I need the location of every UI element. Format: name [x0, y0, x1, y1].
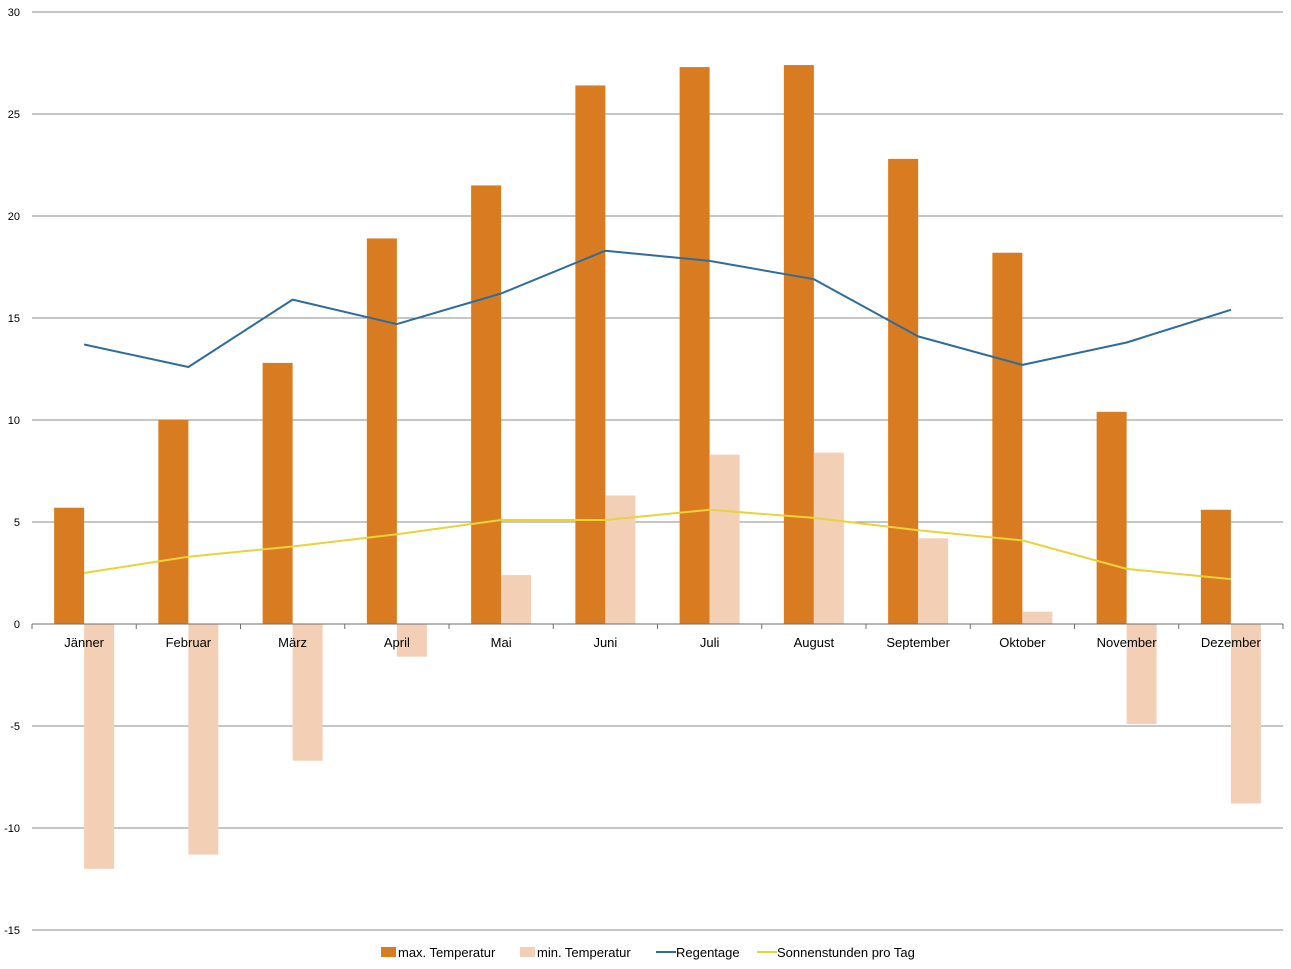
max-temp-bar: [783, 65, 814, 625]
y-tick-label: -5: [10, 721, 20, 733]
x-tick-label: September: [886, 635, 950, 650]
legend-label: Regentage: [676, 945, 740, 960]
y-tick-label: 20: [8, 211, 20, 223]
max-temp-bar: [471, 185, 502, 624]
min-temp-bar: [1022, 611, 1053, 624]
legend-label: max. Temperatur: [398, 945, 496, 960]
max-temp-bar: [575, 85, 606, 624]
x-axis-category-labels: Jänner Februar März April Mai Juni Juli August S…: [64, 635, 1261, 650]
x-tick-label: Dezember: [1201, 635, 1262, 650]
y-tick-label: -10: [4, 823, 20, 835]
x-tick-label: August: [794, 635, 835, 650]
regentage-line: [83, 249, 1232, 368]
min-temp-bar: [813, 452, 844, 624]
min-temp-bar: [501, 575, 532, 624]
legend: max. Temperatur min. Temperatur Regentage S…: [381, 945, 915, 960]
y-tick-label: -15: [4, 925, 20, 937]
min-temp-bar: [918, 538, 949, 624]
legend-label: Sonnenstunden pro Tag: [777, 945, 915, 960]
gridlines: [32, 11, 1283, 931]
legend-swatch: [381, 947, 396, 957]
y-tick-label: 0: [14, 619, 20, 631]
y-axis-tick-labels: -15 -10 -5 0 5 10 15 20 25 30: [4, 7, 20, 937]
max-temp-bar: [54, 507, 85, 624]
min-temp-bar: [1126, 624, 1157, 724]
max-temp-bar: [992, 252, 1023, 624]
y-tick-label: 15: [8, 313, 20, 325]
bar-series: [54, 65, 1261, 869]
max-temp-bar: [679, 67, 710, 624]
x-tick-label: Juli: [700, 635, 720, 650]
min-temp-bar: [709, 454, 740, 624]
max-temp-bar: [1200, 509, 1231, 624]
legend-swatch: [520, 947, 535, 957]
max-temp-bar: [158, 420, 189, 624]
y-tick-label: 30: [8, 7, 20, 19]
min-temp-bar: [396, 624, 427, 657]
x-tick-label: März: [278, 635, 307, 650]
x-tick-label: Oktober: [999, 635, 1046, 650]
x-axis: [31, 623, 1284, 629]
min-temp-bar: [1230, 624, 1261, 804]
max-temp-bar: [1096, 411, 1127, 624]
legend-label: min. Temperatur: [537, 945, 631, 960]
sonnenstunden-line: [83, 508, 1231, 581]
max-temp-bar: [366, 238, 397, 624]
x-tick-label: November: [1097, 635, 1158, 650]
y-tick-label: 10: [8, 415, 20, 427]
min-temp-bar: [292, 624, 323, 761]
line-series: [83, 249, 1232, 581]
x-tick-label: Februar: [166, 635, 212, 650]
min-temp-bar: [605, 495, 636, 624]
x-tick-label: April: [384, 635, 410, 650]
y-tick-label: 5: [14, 517, 20, 529]
max-temp-bar: [888, 158, 919, 624]
min-temp-bar: [188, 624, 219, 855]
min-temp-bar: [84, 624, 115, 869]
y-tick-label: 25: [8, 109, 20, 121]
x-tick-label: Juni: [593, 635, 617, 650]
x-tick-label: Mai: [491, 635, 512, 650]
x-tick-label: Jänner: [64, 635, 104, 650]
max-temp-bar: [262, 362, 293, 624]
